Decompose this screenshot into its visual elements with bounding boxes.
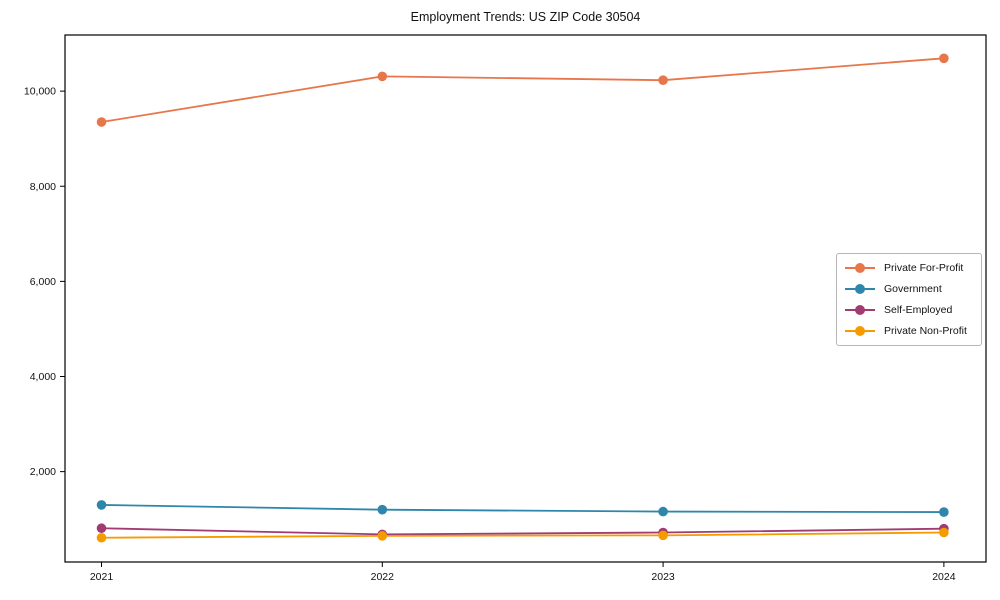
data-point-marker	[658, 530, 668, 541]
legend-item: Government	[845, 282, 973, 296]
legend-label: Private Non-Profit	[884, 325, 967, 337]
data-point-marker	[96, 532, 107, 543]
x-tick-label: 2024	[932, 571, 956, 583]
legend-label: Private For-Profit	[884, 262, 964, 274]
legend-marker-icon	[845, 326, 875, 336]
y-tick-label: 6,000	[30, 276, 56, 288]
x-tick-label: 2023	[651, 571, 675, 583]
legend-marker-icon	[845, 284, 875, 294]
data-point-marker	[939, 507, 949, 517]
legend-marker-icon	[845, 305, 875, 315]
legend: Private For-Profit Government Self-Employe…	[836, 253, 982, 346]
legend-label: Government	[884, 283, 942, 295]
data-point-marker	[377, 504, 388, 515]
series-line	[101, 504, 944, 513]
data-point-marker	[658, 75, 668, 85]
legend-marker-icon	[845, 263, 875, 273]
legend-label: Self-Employed	[884, 304, 953, 316]
data-point-marker	[939, 527, 949, 538]
data-point-marker	[658, 506, 668, 517]
data-point-marker	[377, 71, 388, 82]
data-point-marker	[377, 531, 388, 541]
data-point-marker	[96, 523, 107, 534]
data-point-marker	[96, 500, 107, 510]
series-line	[101, 531, 944, 539]
legend-item: Self-Employed	[845, 303, 973, 317]
data-point-marker	[939, 53, 949, 64]
x-tick-label: 2022	[371, 571, 395, 583]
y-tick-label: 4,000	[30, 371, 56, 383]
y-tick-label: 2,000	[30, 466, 56, 478]
y-tick-label: 8,000	[30, 181, 56, 193]
legend-item: Private Non-Profit	[845, 324, 973, 338]
chart-title: Employment Trends: US ZIP Code 30504	[410, 10, 641, 24]
x-tick-label: 2021	[90, 571, 114, 583]
y-tick-label: 10,000	[24, 86, 56, 98]
legend-item: Private For-Profit	[845, 261, 973, 275]
series-line	[101, 527, 944, 536]
data-point-marker	[96, 117, 107, 127]
plot-border	[64, 34, 987, 563]
series-line	[101, 57, 944, 123]
